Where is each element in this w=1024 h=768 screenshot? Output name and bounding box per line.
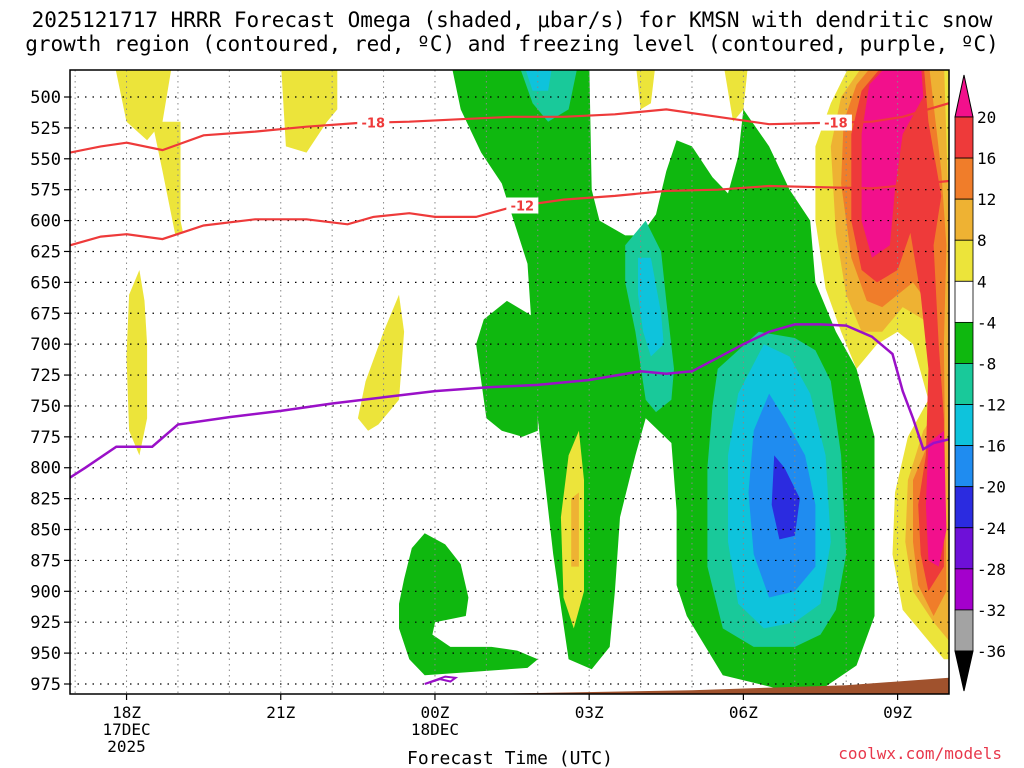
x-tick-label: 2025 xyxy=(107,737,146,756)
colorbar-bin xyxy=(954,116,974,159)
y-tick-label: 775 xyxy=(30,428,61,448)
colorbar-bin xyxy=(954,198,974,241)
omega-region-lower-dark-blue xyxy=(771,455,800,540)
freezing-level-line xyxy=(70,323,949,479)
dgz-label-bg xyxy=(506,197,539,214)
colorbar-under-triangle xyxy=(954,650,974,692)
y-tick-label: 800 xyxy=(30,459,61,479)
x-tick-label: 00Z xyxy=(421,703,450,722)
dgz-contour-label: -18 xyxy=(362,117,386,132)
dgz-isotherm--12 xyxy=(70,179,949,247)
omega-region-right-warm-20 xyxy=(861,70,924,258)
omega-region-o-col5 xyxy=(571,492,579,567)
y-tick-label: 925 xyxy=(30,613,61,633)
y-tick-label: 650 xyxy=(30,273,61,293)
freezing-level-blip xyxy=(424,675,459,685)
colorbar-label: 16 xyxy=(977,149,996,168)
y-tick-label: 900 xyxy=(30,582,61,602)
y-tick-label: 850 xyxy=(30,521,61,541)
colorbar-bin xyxy=(954,527,974,570)
colorbar-label: -12 xyxy=(977,396,1006,415)
y-tick-label: 700 xyxy=(30,335,61,355)
y-tick-label: 625 xyxy=(30,242,61,262)
y-tick-label: 500 xyxy=(30,88,61,108)
omega-region-lower-left-green xyxy=(399,533,538,676)
omega-region-upper-cyan-small xyxy=(525,70,552,91)
colorbar-bin xyxy=(954,609,974,652)
y-tick-label: 575 xyxy=(30,181,61,201)
colorbar-bin xyxy=(954,239,974,282)
y-tick-label: 950 xyxy=(30,644,61,664)
y-tick-label: 550 xyxy=(30,150,61,170)
colorbar-bin xyxy=(954,568,974,611)
omega-region-lower-right-pink xyxy=(925,430,947,567)
x-tick-label: 03Z xyxy=(575,703,604,722)
colorbar-bin xyxy=(954,280,974,323)
y-tick-label: 725 xyxy=(30,366,61,386)
colorbar-label: 4 xyxy=(977,272,987,291)
colorbar-label: -16 xyxy=(977,437,1006,456)
plot-frame xyxy=(69,69,950,695)
credit-text: coolwx.com/models xyxy=(838,744,1002,763)
colorbar-label: -36 xyxy=(977,642,1006,661)
colorbar-label: 20 xyxy=(977,108,996,127)
y-tick-label: 825 xyxy=(30,490,61,510)
omega-region-y-col2b xyxy=(126,270,148,456)
colorbar-label: -28 xyxy=(977,560,1006,579)
colorbar-bin xyxy=(954,363,974,405)
omega-region-y-col7 xyxy=(724,70,748,122)
x-tick-label: 21Z xyxy=(266,703,295,722)
x-axis-label: Forecast Time (UTC) xyxy=(407,748,613,768)
colorbar-bin xyxy=(954,157,974,200)
colorbar-bin xyxy=(954,321,974,364)
omega-region-mid-green-blob xyxy=(476,300,538,437)
terrain-fill xyxy=(70,677,949,694)
x-tick-label: 09Z xyxy=(883,703,912,722)
chart-title-line-2: growth region (contoured, red, ºC) and f… xyxy=(25,32,999,56)
x-tick-label: 18DEC xyxy=(411,720,459,739)
dgz-contour-label: -18 xyxy=(824,117,848,132)
dgz-contour-label: -12 xyxy=(511,200,535,215)
colorbar-label: -8 xyxy=(977,354,996,373)
colorbar-label: 12 xyxy=(977,190,996,209)
dgz-label-bg xyxy=(819,114,852,131)
colorbar-bin xyxy=(954,404,974,447)
colorbar-label: -24 xyxy=(977,519,1006,538)
dgz-isotherm--18 xyxy=(70,102,949,154)
y-tick-label: 750 xyxy=(30,397,61,417)
omega-region-y-col3 xyxy=(281,70,338,153)
x-tick-label: 06Z xyxy=(729,703,758,722)
colorbar-over-triangle xyxy=(954,74,974,118)
y-tick-label: 875 xyxy=(30,551,61,571)
omega-region-cyan-spine xyxy=(638,257,664,357)
colorbar-label: -20 xyxy=(977,478,1006,497)
y-tick-label: 600 xyxy=(30,212,61,232)
y-tick-label: 525 xyxy=(30,119,61,139)
colorbar-label: 8 xyxy=(977,231,987,250)
x-tick-label: 18Z xyxy=(112,703,141,722)
chart-title-line-1: 2025121717 HRRR Forecast Omega (shaded, … xyxy=(31,8,993,32)
colorbar-bin xyxy=(954,445,974,488)
y-tick-label: 675 xyxy=(30,304,61,324)
dgz-label-bg xyxy=(357,114,390,131)
omega-region-y-col6 xyxy=(636,70,655,110)
x-tick-label: 17DEC xyxy=(102,720,150,739)
colorbar-bin xyxy=(954,486,974,529)
colorbar-label: -4 xyxy=(977,313,996,332)
y-tick-label: 975 xyxy=(30,675,61,695)
colorbar-label: -32 xyxy=(977,601,1006,620)
